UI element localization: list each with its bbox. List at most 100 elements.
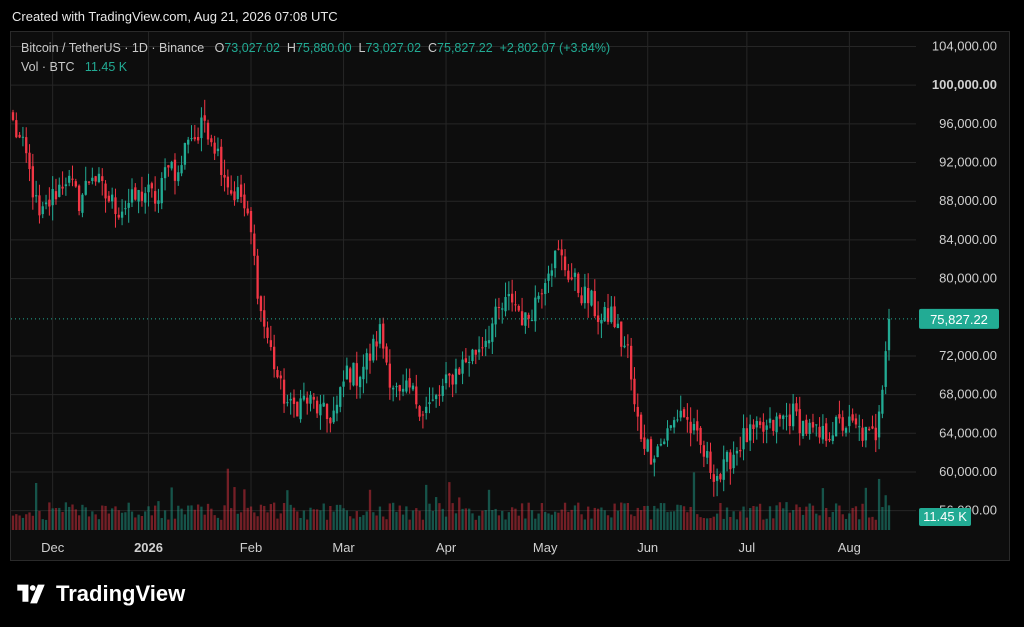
volume-bar: [170, 487, 173, 530]
volume-bar: [699, 517, 702, 530]
candle-body: [44, 202, 48, 205]
volume-bar: [296, 511, 299, 530]
volume-bar: [547, 513, 550, 530]
candle-body: [818, 426, 821, 438]
volume-bar: [84, 507, 87, 530]
legend-volume-label: Vol · BTC: [21, 60, 75, 74]
candle-body: [163, 167, 167, 179]
volume-bar: [706, 518, 709, 530]
candle-body: [378, 324, 382, 344]
volume-bar: [858, 519, 861, 530]
candle-body: [74, 181, 77, 187]
volume-bar: [48, 502, 51, 530]
volume-bar: [233, 487, 236, 530]
volume-bar: [801, 514, 805, 530]
candle-body: [871, 426, 874, 429]
volume-bar: [735, 519, 739, 530]
volume-bar: [335, 504, 339, 530]
brand-name: TradingView: [56, 581, 186, 606]
volume-bar: [603, 510, 606, 530]
volume-bar: [325, 519, 329, 530]
candle-body: [438, 394, 441, 396]
volume-bar: [610, 517, 613, 530]
candle-body: [11, 112, 15, 120]
volume-bar: [289, 504, 292, 530]
tradingview-logo[interactable]: TradingView: [14, 581, 185, 607]
volume-bar: [861, 503, 864, 530]
volume-bar: [583, 519, 587, 530]
volume-bar: [190, 505, 193, 530]
legend-volume-value: 11.45 K: [84, 60, 128, 74]
volume-bar: [21, 517, 25, 530]
volume-bar: [358, 516, 362, 530]
volume-bar: [127, 502, 130, 530]
volume-bar: [415, 508, 418, 530]
candle-body: [68, 175, 71, 183]
volume-bar: [782, 508, 785, 530]
volume-bar: [401, 514, 405, 530]
candle-body: [788, 414, 791, 426]
candle-body: [206, 122, 210, 140]
candle-body: [193, 137, 196, 140]
volume-bar: [253, 512, 256, 530]
volume-bar: [461, 508, 464, 530]
candle-body: [603, 306, 606, 322]
volume-bar: [719, 502, 722, 530]
volume-bar: [451, 503, 454, 530]
volume-bar: [163, 510, 167, 530]
volume-bar: [299, 517, 302, 530]
candle-body: [114, 197, 117, 215]
candle-body: [868, 428, 871, 430]
y-tick-label: 68,000.00: [939, 387, 997, 402]
volume-bar: [362, 515, 365, 530]
volume-bar: [646, 505, 649, 530]
candle-body: [325, 404, 329, 419]
candle-body: [448, 373, 451, 376]
candle-body: [481, 347, 484, 349]
candle-body: [610, 306, 613, 323]
candle-body: [497, 307, 501, 309]
volume-bar: [692, 472, 696, 530]
volume-bar: [44, 519, 48, 530]
price-chart[interactable]: 104,000.00 100,000.00 96,000.00 92,000.00 88…: [11, 32, 1009, 560]
volume-bar: [686, 512, 689, 530]
candle-body: [567, 270, 570, 280]
candle-body: [454, 368, 458, 385]
volume-bar: [309, 507, 312, 530]
candle-body: [782, 415, 785, 419]
volume-bar: [74, 509, 77, 530]
candle-body: [474, 349, 477, 355]
volume-bar: [471, 513, 474, 530]
candle-body: [272, 346, 276, 370]
volume-bar: [153, 505, 157, 530]
volume-bar: [167, 519, 170, 530]
candle-body: [34, 195, 38, 197]
candle-body: [715, 476, 719, 481]
candle-body: [765, 425, 768, 430]
candle-body: [279, 375, 282, 379]
legend-close-label: C: [428, 41, 438, 55]
volume-bar: [68, 506, 71, 530]
candle-body: [514, 304, 517, 306]
volume-bar: [871, 516, 874, 530]
volume-bar: [216, 517, 220, 530]
volume-bar: [51, 508, 54, 530]
candle-body: [590, 290, 593, 306]
candle-body: [815, 424, 818, 426]
candle-body: [844, 428, 848, 433]
candle-body: [256, 255, 259, 299]
candle-body: [686, 416, 689, 420]
volume-bar: [487, 489, 491, 530]
candle-body: [739, 449, 742, 452]
volume-bar: [388, 503, 392, 530]
volume-bar: [587, 506, 590, 530]
volume-bar: [81, 504, 84, 530]
candle-body: [732, 454, 735, 469]
volume-bar: [725, 507, 729, 530]
chart-panel[interactable]: 104,000.00 100,000.00 96,000.00 92,000.00 88…: [10, 31, 1010, 561]
volume-bar: [808, 503, 811, 530]
candle-body: [484, 340, 487, 347]
candle-body: [322, 402, 325, 407]
candle-body: [841, 417, 844, 431]
volume-bar: [606, 515, 610, 530]
